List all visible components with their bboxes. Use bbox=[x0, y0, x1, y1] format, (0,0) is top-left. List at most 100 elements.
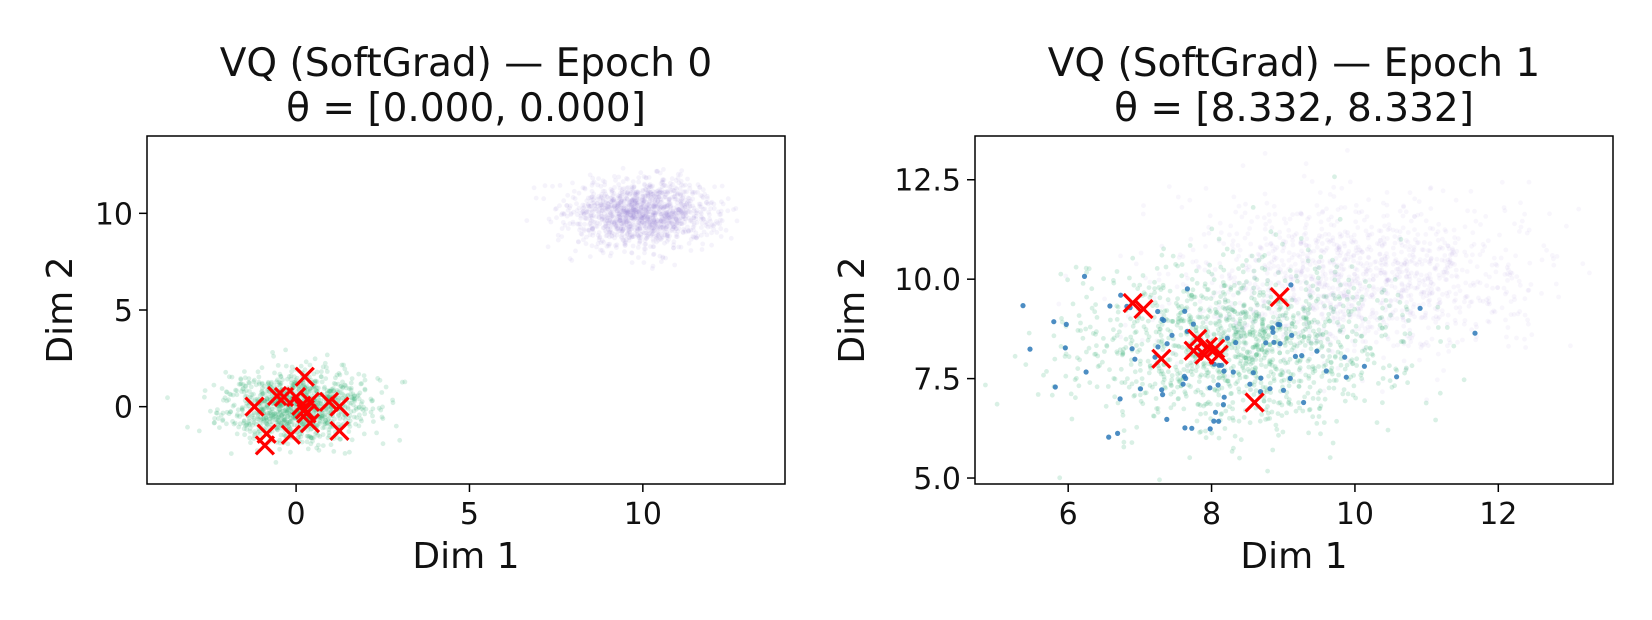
scatter-point bbox=[634, 206, 640, 212]
scatter-point bbox=[1157, 295, 1163, 301]
scatter-point bbox=[1276, 270, 1281, 276]
scatter-point bbox=[1397, 299, 1403, 305]
scatter-point bbox=[669, 227, 675, 233]
scatter-point bbox=[687, 218, 693, 224]
scatter-point bbox=[688, 198, 693, 204]
scatter-point bbox=[1310, 302, 1316, 308]
scatter-point bbox=[1250, 344, 1256, 350]
scatter-point bbox=[644, 205, 649, 211]
scatter-point bbox=[1137, 282, 1143, 288]
scatter-point bbox=[647, 220, 653, 226]
scatter-point bbox=[666, 219, 672, 224]
scatter-point bbox=[637, 235, 643, 241]
scatter-point bbox=[609, 206, 614, 212]
scatter-point bbox=[1386, 222, 1392, 228]
scatter-point bbox=[1158, 333, 1164, 338]
scatter-point bbox=[1305, 216, 1311, 222]
scatter-point bbox=[1230, 249, 1235, 255]
scatter-point bbox=[618, 212, 624, 218]
scatter-point bbox=[671, 188, 677, 194]
scatter-point bbox=[648, 244, 653, 250]
scatter-point bbox=[1185, 275, 1190, 281]
scatter-point bbox=[655, 194, 661, 199]
scatter-point bbox=[687, 204, 693, 210]
scatter-point bbox=[687, 186, 693, 191]
scatter-point bbox=[625, 189, 631, 195]
scatter-point bbox=[1351, 383, 1357, 389]
scatter-point bbox=[1505, 325, 1511, 330]
scatter-point bbox=[616, 201, 621, 207]
scatter-point bbox=[642, 182, 648, 188]
scatter-point bbox=[1514, 274, 1520, 279]
scatter-point bbox=[1259, 265, 1265, 271]
scatter-point bbox=[1408, 284, 1414, 289]
scatter-point bbox=[1423, 218, 1429, 224]
scatter-point bbox=[202, 388, 208, 393]
scatter-point bbox=[1322, 303, 1327, 309]
scatter-point bbox=[644, 204, 649, 210]
scatter-point bbox=[597, 196, 602, 202]
scatter-point bbox=[1115, 309, 1121, 315]
scatter-point bbox=[1310, 258, 1316, 263]
scatter-point bbox=[667, 201, 673, 206]
scatter-point bbox=[675, 175, 681, 181]
scatter-point bbox=[651, 217, 657, 223]
scatter-point bbox=[1527, 260, 1533, 266]
scatter-point bbox=[1209, 226, 1215, 232]
scatter-point bbox=[1419, 247, 1425, 253]
scatter-point bbox=[550, 183, 555, 189]
scatter-point bbox=[625, 218, 630, 224]
scatter-point bbox=[659, 225, 664, 230]
scatter-point bbox=[1023, 362, 1029, 367]
scatter-point bbox=[682, 212, 688, 217]
scatter-point bbox=[638, 205, 644, 211]
scatter-point bbox=[1397, 274, 1402, 280]
scatter-point bbox=[614, 226, 620, 232]
scatter-point bbox=[288, 449, 293, 455]
scatter-point bbox=[662, 211, 668, 216]
scatter-point bbox=[1168, 405, 1174, 411]
scatter-point bbox=[552, 206, 558, 212]
scatter-point bbox=[626, 220, 632, 226]
scatter-point bbox=[612, 205, 618, 211]
scatter-point bbox=[605, 215, 611, 221]
scatter-point bbox=[1278, 359, 1284, 364]
scatter-point bbox=[669, 176, 675, 182]
scatter-point bbox=[629, 197, 635, 203]
scatter-point bbox=[1318, 248, 1324, 254]
scatter-point bbox=[1276, 432, 1281, 438]
scatter-point bbox=[1457, 309, 1463, 315]
scatter-point bbox=[621, 227, 626, 233]
scatter-point bbox=[1248, 241, 1254, 247]
scatter-point bbox=[560, 220, 566, 225]
scatter-point bbox=[661, 206, 667, 212]
scatter-point bbox=[1227, 415, 1232, 421]
scatter-point bbox=[1309, 351, 1315, 357]
scatter-point bbox=[1372, 259, 1378, 265]
scatter-point bbox=[1435, 304, 1441, 310]
scatter-point bbox=[1161, 377, 1167, 382]
scatter-point bbox=[664, 202, 670, 208]
scatter-point bbox=[1442, 258, 1447, 264]
scatter-point bbox=[302, 367, 308, 373]
scatter-point bbox=[1226, 271, 1232, 277]
scatter-point bbox=[611, 204, 617, 209]
scatter-point bbox=[1337, 329, 1343, 334]
scatter-point bbox=[640, 208, 645, 214]
scatter-point bbox=[647, 223, 653, 229]
scatter-point bbox=[1423, 232, 1429, 237]
scatter-point bbox=[658, 219, 664, 224]
scatter-point bbox=[1184, 298, 1190, 304]
scatter-point bbox=[597, 235, 602, 241]
scatter-point bbox=[1282, 313, 1288, 318]
scatter-point bbox=[600, 196, 606, 201]
scatter-point bbox=[1145, 318, 1151, 324]
scatter-point bbox=[1260, 298, 1266, 303]
scatter-point bbox=[1328, 305, 1334, 310]
scatter-point bbox=[1247, 226, 1252, 231]
scatter-point bbox=[1320, 273, 1326, 279]
scatter-point bbox=[1218, 313, 1224, 319]
scatter-point bbox=[616, 211, 622, 217]
scatter-point bbox=[697, 185, 702, 191]
scatter-points bbox=[983, 148, 1592, 483]
